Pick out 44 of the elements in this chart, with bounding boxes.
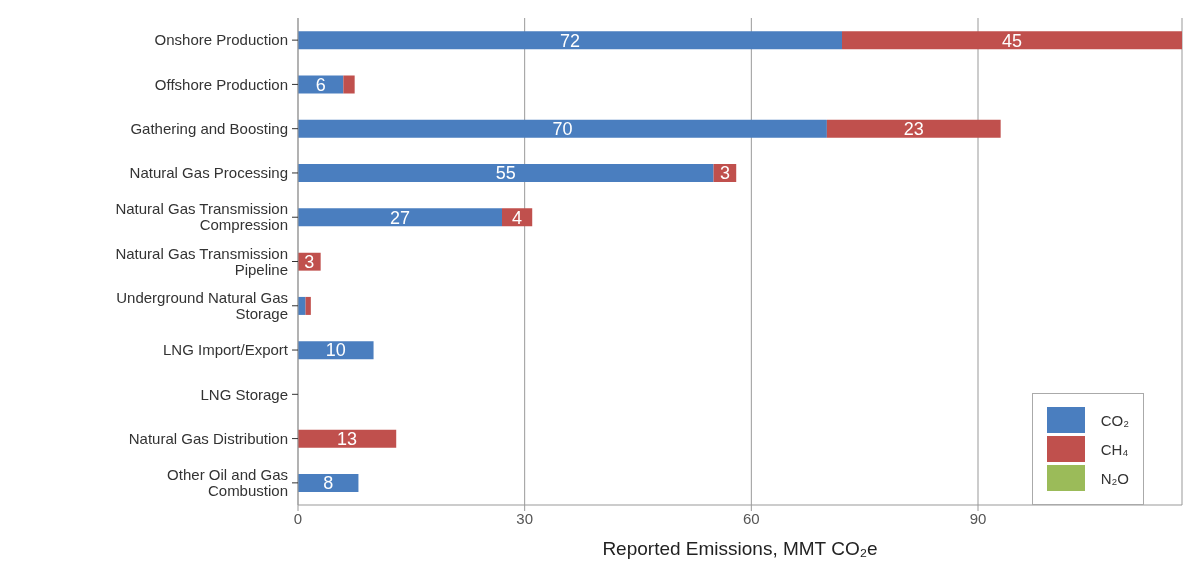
y-tick-label: Gathering and Boosting xyxy=(130,119,288,137)
y-tick-label: Offshore Production xyxy=(154,75,288,93)
x-tick-label: 90 xyxy=(969,509,987,527)
bar xyxy=(298,474,359,493)
data-label: 72 xyxy=(559,30,581,51)
bar xyxy=(298,31,842,50)
y-tick-label: Natural Gas Transmission Compression xyxy=(115,200,288,234)
data-label: 23 xyxy=(903,119,924,140)
bar xyxy=(343,75,355,94)
legend-label: CO₂ xyxy=(1100,411,1129,429)
data-label: 45 xyxy=(1001,30,1023,51)
y-tick-label: Natural Gas Processing xyxy=(129,164,288,182)
data-label: 70 xyxy=(552,119,573,140)
x-axis-title: Reported Emissions, MMT CO₂e xyxy=(602,538,878,559)
data-label: 13 xyxy=(337,429,358,450)
data-label: 10 xyxy=(325,340,346,361)
data-label: 4 xyxy=(512,207,523,228)
y-tick-label: Other Oil and Gas Combustion xyxy=(167,466,288,500)
x-tick-label: 0 xyxy=(293,509,303,527)
x-tick-label: 60 xyxy=(742,509,760,527)
bar xyxy=(298,164,714,183)
data-label: 3 xyxy=(304,251,315,272)
data-label: 3 xyxy=(719,163,730,184)
bar xyxy=(298,119,827,138)
bar xyxy=(298,296,306,315)
legend-label: CH₄ xyxy=(1100,440,1129,458)
legend-label: N₂O xyxy=(1100,469,1129,487)
bar xyxy=(826,119,1001,138)
y-tick-label: LNG Import/Export xyxy=(162,341,289,359)
data-label: 55 xyxy=(495,163,516,184)
bar xyxy=(305,296,311,315)
y-tick-label: LNG Storage xyxy=(200,385,288,403)
y-tick-label: Natural Gas Distribution xyxy=(128,429,288,447)
bar xyxy=(298,208,502,227)
data-label: 27 xyxy=(389,207,411,228)
bar xyxy=(842,31,1182,50)
data-label: 8 xyxy=(323,473,334,494)
y-tick-label: Underground Natural Gas Storage xyxy=(116,289,288,323)
bar xyxy=(298,341,374,360)
x-tick-label: 30 xyxy=(516,509,534,527)
y-tick-label: Onshore Production xyxy=(154,31,288,49)
y-tick-label: Natural Gas Transmission Pipeline xyxy=(115,244,288,278)
bar xyxy=(298,429,397,448)
data-label: 6 xyxy=(315,74,326,95)
